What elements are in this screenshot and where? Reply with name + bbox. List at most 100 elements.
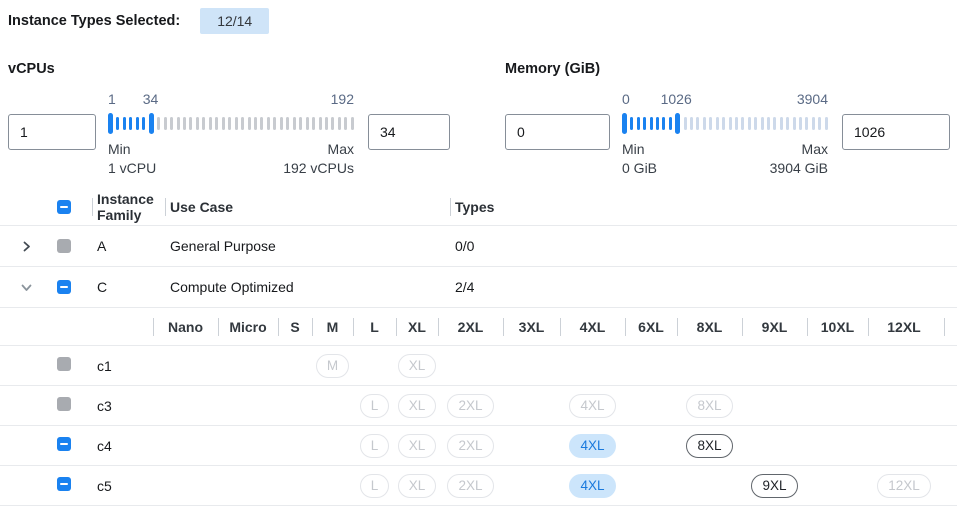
slider-tick [702, 116, 706, 130]
slider-tick [260, 116, 264, 130]
memory-upper-label: 1026 [660, 91, 692, 107]
slider-tick [798, 116, 802, 130]
memory-max-input[interactable] [842, 114, 950, 150]
size-column-header-12xl: 12XL [868, 308, 940, 345]
slider-tick [683, 116, 687, 130]
instance-row-c5: c5 L XL 2XL 4XL 9XL 12XL [0, 466, 957, 506]
memory-max-label: 3904 [796, 91, 828, 107]
family-row-a: A General Purpose 0/0 [0, 226, 957, 267]
slider-tick [766, 116, 770, 130]
memory-slider-track[interactable] [622, 112, 828, 134]
slider-tick [630, 116, 634, 130]
slider-tick [754, 116, 758, 130]
size-chip-c5-9xl[interactable]: 9XL [751, 473, 798, 498]
slider-tick [331, 116, 335, 130]
slider-tick [722, 116, 726, 130]
slider-tick [643, 116, 647, 130]
size-chip-c3-4xl: 4XL [569, 393, 616, 418]
slider-tick [253, 116, 257, 130]
slider-tick [747, 116, 751, 130]
slider-tick [176, 116, 180, 130]
use-case: Compute Optimized [170, 279, 294, 295]
size-chip-c3-8xl: 8XL [686, 393, 733, 418]
instance-checkbox-c5[interactable] [57, 477, 71, 491]
slider-tick [189, 116, 193, 130]
family-row-c: C Compute Optimized 2/4 [0, 267, 957, 308]
slider-tick [350, 116, 354, 130]
family-name: A [97, 238, 107, 254]
instance-name: c3 [97, 397, 112, 414]
memory-min-caption: Min 0 GiB [622, 141, 658, 176]
memory-max-caption: Max 3904 GiB [769, 141, 828, 176]
slider-tick [337, 116, 341, 130]
slider-tick [129, 116, 133, 130]
instance-row-c3: c3 L XL 2XL 4XL 8XL [0, 386, 957, 426]
instance-name: c1 [97, 357, 112, 374]
slider-upper-handle[interactable] [675, 112, 681, 134]
size-chip-c4-8xl[interactable]: 8XL [686, 433, 733, 458]
slider-upper-handle[interactable] [148, 112, 154, 134]
size-chip-c4-4xl[interactable]: 4XL [569, 433, 616, 458]
memory-slider[interactable]: 0 1026 3904 Min 0 GiB Max 3904 GiB [622, 91, 828, 178]
instance-row-c1: c1 M XL [0, 346, 957, 386]
size-column-header-8xl: 8XL [677, 308, 742, 345]
slider-tick [715, 116, 719, 130]
column-header-instance-family: Instance Family [92, 191, 165, 223]
instance-family-table: Instance Family Use Case Types A General … [0, 189, 957, 506]
collapse-chevron-icon[interactable] [8, 281, 52, 294]
selection-count-badge: 12/14 [200, 8, 270, 34]
size-chip-c4-xl: XL [397, 433, 437, 458]
size-chip-c5-2xl: 2XL [447, 473, 494, 498]
size-chip-c4-l: L [359, 433, 390, 458]
instance-checkbox-c3 [57, 397, 71, 411]
slider-tick [279, 116, 283, 130]
vcpus-min-input[interactable] [8, 114, 96, 150]
size-chip-c5-xl: XL [397, 473, 437, 498]
slider-tick [741, 116, 745, 130]
slider-tick [208, 116, 212, 130]
memory-min-input[interactable] [505, 114, 610, 150]
slider-tick [234, 116, 238, 130]
slider-tick [656, 116, 660, 130]
slider-tick [202, 116, 206, 130]
slider-lower-handle[interactable] [108, 112, 113, 134]
slider-lower-handle[interactable] [622, 112, 627, 134]
size-chip-c5-12xl: 12XL [877, 473, 931, 498]
instance-name: c5 [97, 477, 112, 494]
slider-tick [286, 116, 290, 130]
size-chip-c5-4xl[interactable]: 4XL [569, 473, 616, 498]
slider-tick [773, 116, 777, 130]
slider-tick [299, 116, 303, 130]
select-all-checkbox[interactable] [57, 200, 71, 214]
table-header-row: Instance Family Use Case Types [0, 189, 957, 226]
vcpus-title: vCPUs [8, 61, 55, 77]
size-column-header-2xl: 2XL [438, 308, 503, 345]
vcpus-max-input[interactable] [368, 114, 450, 150]
slider-tick [195, 116, 199, 130]
filters-panel: vCPUs 1 34 192 Min 1 vCPU Max 192 [8, 61, 957, 178]
size-column-header-4xl: 4XL [560, 308, 625, 345]
slider-tick [760, 116, 764, 130]
vcpus-slider-track[interactable] [108, 112, 354, 134]
use-case: General Purpose [170, 238, 276, 254]
slider-tick [824, 116, 828, 130]
slider-tick [728, 116, 732, 130]
size-chip-c3-2xl: 2XL [447, 393, 494, 418]
slider-tick [170, 116, 174, 130]
slider-tick [662, 116, 666, 130]
size-column-header-3xl: 3XL [503, 308, 560, 345]
instance-checkbox-c4[interactable] [57, 437, 71, 451]
vcpus-slider[interactable]: 1 34 192 Min 1 vCPU Max 192 vCPUs [108, 91, 354, 178]
slider-tick [312, 116, 316, 130]
selection-bar: Instance Types Selected: 12/14 [0, 0, 957, 34]
slider-tick [241, 116, 245, 130]
size-chip-c4-2xl: 2XL [447, 433, 494, 458]
slider-tick [636, 116, 640, 130]
expand-chevron-icon[interactable] [8, 240, 52, 253]
slider-tick [221, 116, 225, 130]
slider-tick [344, 116, 348, 130]
family-checkbox-c[interactable] [57, 280, 71, 294]
vcpus-max-label: 192 [330, 91, 354, 107]
slider-tick [228, 116, 232, 130]
slider-tick [805, 116, 809, 130]
